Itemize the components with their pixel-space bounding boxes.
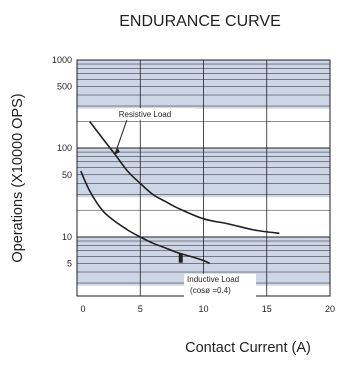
inductive-label-bg <box>184 273 257 298</box>
y-axis-label: Operations (X10000 OPS) <box>10 93 26 262</box>
resistive-arrowhead <box>114 148 120 155</box>
chart-title: ENDURANCE CURVE <box>119 13 281 30</box>
x-tick-label: 0 <box>80 304 85 314</box>
resistive-arrow <box>114 120 128 155</box>
inductive-arrow <box>178 253 183 263</box>
annotations: Resistive Load Inductive Load (cosø =0.4) <box>114 108 257 298</box>
x-tick-labels: 0 5 10 15 20 <box>80 304 335 314</box>
x-axis-label: Contact Current (A) <box>185 340 311 356</box>
series-line-1 <box>89 121 280 235</box>
inductive-load-label: (cosø =0.4) <box>190 286 231 295</box>
y-tick-label: 100 <box>57 143 72 153</box>
x-tick-label: 10 <box>198 304 208 314</box>
x-tick-label: 20 <box>325 304 335 314</box>
y-tick-label: 5 <box>67 258 72 268</box>
y-tick-label: 10 <box>62 232 72 242</box>
x-tick-label: 15 <box>262 304 272 314</box>
plot-area: Resistive Load Inductive Load (cosø =0.4) <box>76 59 331 298</box>
resistive-label-bg <box>115 108 196 121</box>
x-tick-label: 5 <box>138 304 143 314</box>
y-tick-label: 1000 <box>52 55 72 65</box>
series-lines <box>80 121 280 265</box>
resistive-load-label: Resistive Load <box>119 110 171 119</box>
y-tick-labels: 1000 500 100 50 10 5 <box>52 55 72 268</box>
y-tick-label: 50 <box>62 170 72 180</box>
series-line-2 <box>80 170 211 265</box>
y-tick-label: 500 <box>57 81 72 91</box>
inductive-load-label: Inductive Load <box>187 275 239 284</box>
